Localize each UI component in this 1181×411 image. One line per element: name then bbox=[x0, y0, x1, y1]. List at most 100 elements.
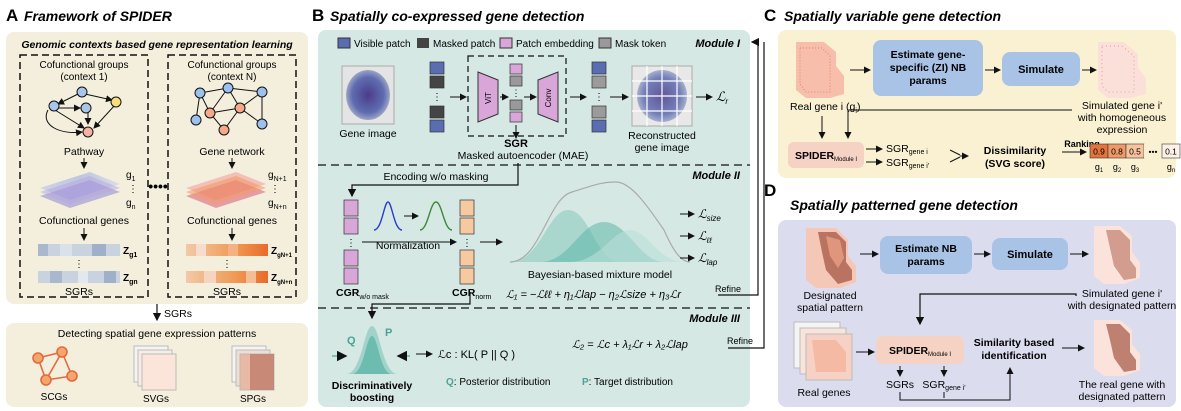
context-ellipsis: •••• bbox=[148, 178, 168, 194]
legend-mask-token: Mask token bbox=[615, 39, 666, 50]
g-dots: ⋮ bbox=[128, 184, 138, 195]
reconstructed-image bbox=[631, 65, 693, 127]
p-symbol: P bbox=[385, 327, 392, 339]
panel-d-title: Spatially patterned gene detection bbox=[790, 197, 1018, 213]
sim-pattern-label-1: Simulated gene i' bbox=[1082, 288, 1162, 300]
equation-1: ℒ₁ = −ℒℓℓ + η₁ℒlap − η₂ℒsize + η₃ℒr bbox=[506, 289, 682, 301]
refine-label-1: Refine bbox=[715, 284, 741, 294]
gene-network-graph bbox=[190, 82, 268, 136]
pathway-label: Pathway bbox=[64, 146, 105, 158]
module-2-label: Module II bbox=[692, 170, 741, 182]
cgr-norm: ⋮ bbox=[459, 199, 475, 285]
sgrs-label-1: SGRs bbox=[65, 286, 93, 298]
designated-label-2: spatial pattern bbox=[797, 302, 863, 314]
panel-c-letter: C bbox=[764, 6, 776, 25]
panel-a: A Framework of SPIDER Genomic contexts b… bbox=[6, 6, 308, 407]
legend: Visible patch Masked patch Patch embeddi… bbox=[337, 37, 666, 50]
mixture-model-plot bbox=[509, 181, 691, 263]
score-value: 0.8 bbox=[1111, 147, 1123, 157]
mae-label: Masked autoencoder (MAE) bbox=[458, 150, 589, 162]
arrow bbox=[949, 149, 961, 156]
estimate-label-3: params bbox=[909, 75, 947, 87]
simulate-label: Simulate bbox=[1018, 64, 1064, 76]
gene-image-tissue bbox=[346, 70, 390, 120]
result-label-2: designated pattern bbox=[1079, 391, 1166, 403]
legend-patch-embedding: Patch embedding bbox=[516, 39, 594, 50]
reconstructed-label-2: gene image bbox=[635, 142, 690, 154]
gn-label: gn bbox=[126, 198, 136, 211]
context-n-box bbox=[167, 54, 297, 298]
equation-2: ℒ₂ = ℒc + λ₁ℒr + λ₂ℒlap bbox=[572, 339, 688, 351]
cgr-wo-mask: ⋮ bbox=[343, 199, 359, 285]
svg-text:⋮: ⋮ bbox=[432, 92, 442, 103]
encoding-label: Encoding w/o masking bbox=[383, 171, 488, 183]
gNn-label: gN+n bbox=[268, 198, 287, 211]
result-pattern-map bbox=[1094, 320, 1140, 376]
q-symbol: Q bbox=[347, 335, 356, 347]
groupn-title: Cofunctional groups bbox=[188, 60, 277, 71]
score-bar: 0.9 g1 0.8 g2 0.5 g3 ••• 0.1 gn bbox=[1089, 143, 1181, 174]
normalization-label: Normalization bbox=[376, 240, 440, 252]
real-genes-stack bbox=[793, 321, 853, 381]
designated-pattern-map bbox=[806, 228, 856, 288]
svg-text:⋮: ⋮ bbox=[594, 92, 604, 103]
score-value: 0.9 bbox=[1093, 147, 1105, 157]
panel-a-letter: A bbox=[6, 6, 18, 25]
score-gene-label: g3 bbox=[1131, 162, 1140, 174]
panel-b-letter: B bbox=[312, 6, 324, 25]
estimate-label-2: specific (ZI) NB bbox=[890, 62, 967, 74]
refine-label-2: Refine bbox=[727, 336, 753, 346]
sim-gene-label-3: expression bbox=[1097, 124, 1148, 136]
cgr-wo-label: CGRw/o mask bbox=[336, 287, 389, 301]
vit-label: ViT bbox=[484, 92, 493, 104]
similarity-label-1: Similarity based bbox=[974, 337, 1055, 349]
score-gene-label: g1 bbox=[1095, 162, 1104, 174]
gene-image-label: Gene image bbox=[339, 128, 396, 140]
dissimilarity-label: Dissimilarity bbox=[984, 145, 1047, 157]
z-gn-label: Zgn bbox=[123, 273, 138, 286]
conv-label: Conv bbox=[544, 89, 553, 108]
sgr-gene-ip: SGRgene i' bbox=[886, 157, 929, 170]
groupn-subtitle: (context N) bbox=[208, 72, 257, 83]
vit-encoder bbox=[477, 71, 499, 123]
panel-a-title: Framework of SPIDER bbox=[24, 8, 173, 24]
panel-b-title: Spatially co-expressed gene detection bbox=[330, 8, 584, 24]
score-cell bbox=[1144, 144, 1162, 158]
gN-dots: ⋮ bbox=[270, 184, 280, 195]
spider-module-box bbox=[788, 142, 864, 168]
patch-sequence-input: ⋮ bbox=[429, 61, 445, 133]
estimate-params-box bbox=[873, 40, 983, 96]
boost-arrow bbox=[367, 292, 471, 320]
conv-decoder bbox=[537, 71, 559, 123]
similarity-label-2: identification bbox=[981, 350, 1046, 362]
designated-label-1: Designated bbox=[803, 290, 856, 302]
g1-label: g1 bbox=[126, 170, 136, 183]
normal-curve-blue bbox=[373, 201, 403, 231]
spider-module-box-d bbox=[876, 336, 964, 364]
svg-text:⋮: ⋮ bbox=[222, 259, 232, 270]
real-genes-label: Real genes bbox=[797, 387, 850, 399]
svg-text:⋮: ⋮ bbox=[512, 88, 521, 98]
z-gN1-label: ZgN+1 bbox=[271, 246, 293, 259]
score-value: 0.1 bbox=[1165, 147, 1177, 157]
simulate-label-d: Simulate bbox=[1007, 249, 1053, 261]
panel-d: D Spatially patterned gene detection Des… bbox=[764, 181, 1176, 407]
sgr-gene-ip-d: SGRgene i' bbox=[922, 379, 965, 392]
legend-masked-patch: Masked patch bbox=[433, 39, 495, 50]
panel-a-background bbox=[6, 32, 308, 304]
gene-network-label: Gene network bbox=[199, 146, 265, 158]
boosting-distribution bbox=[332, 326, 410, 374]
sgr-embedding: ⋮ bbox=[509, 63, 523, 123]
pathway-graph bbox=[45, 86, 122, 138]
refine-arrow-1 bbox=[718, 37, 760, 296]
bmm-label: Bayesian-based mixture model bbox=[528, 269, 672, 281]
arrow bbox=[949, 156, 961, 163]
spider-label: SPIDERModule I bbox=[795, 150, 857, 163]
sim-to-spider-arrow bbox=[844, 109, 1072, 139]
spgs-stack-icon bbox=[231, 345, 275, 391]
module-3-label: Module III bbox=[689, 313, 741, 325]
reconstructed-label: Reconstructed bbox=[628, 130, 696, 142]
encoding-arrow bbox=[347, 163, 519, 198]
p-legend: P: Target distribution bbox=[582, 377, 673, 388]
